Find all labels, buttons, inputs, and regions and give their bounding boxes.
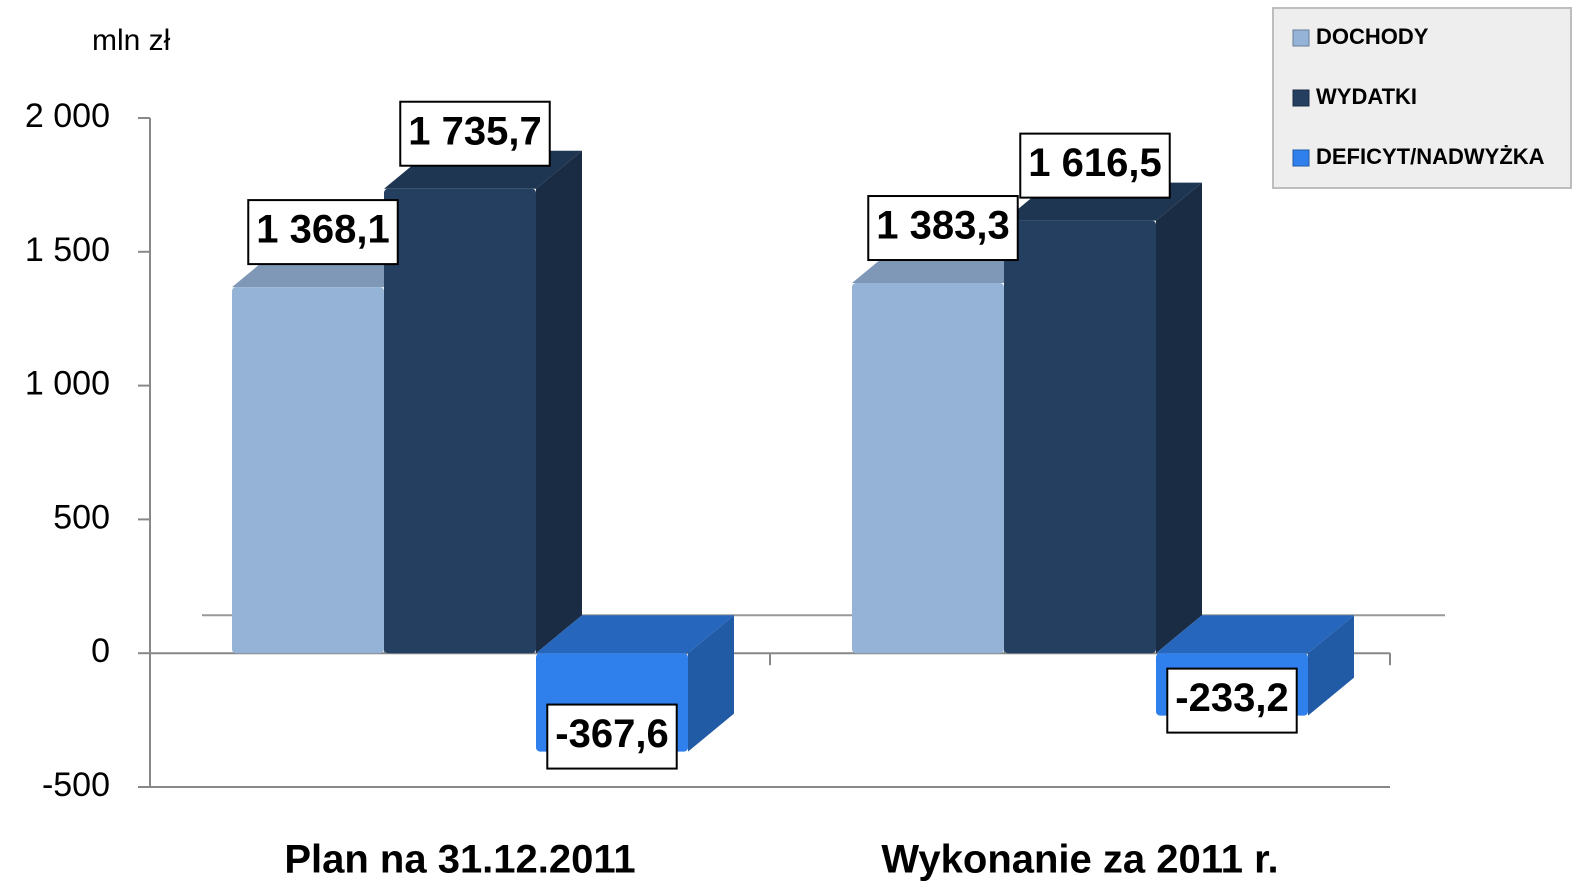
bar-top: [536, 615, 734, 654]
bar-top: [1156, 615, 1354, 654]
bar: [1004, 220, 1156, 654]
legend-swatch: [1292, 29, 1310, 47]
data-label: -233,2: [1175, 676, 1288, 720]
data-label: 1 735,7: [408, 109, 541, 153]
data-label-box: [546, 703, 678, 770]
data-label-box: [1166, 667, 1298, 734]
y-tick-label: 0: [91, 632, 110, 670]
legend-label: DEFICYT/NADWYŻKA: [1316, 144, 1545, 169]
legend-swatch: [1292, 89, 1310, 107]
data-label-box: [867, 195, 1019, 262]
x-tick-label: Wykonanie za 2011 r.: [881, 838, 1278, 882]
bar: [384, 188, 536, 654]
bar: [852, 283, 1004, 654]
x-tick-label: Plan na 31.12.2011: [284, 838, 635, 882]
legend-swatch: [1292, 149, 1310, 167]
data-label: 1 616,5: [1028, 141, 1161, 185]
data-label-box: [1019, 132, 1171, 199]
data-label: -367,6: [555, 712, 668, 756]
legend-label: WYDATKI: [1316, 84, 1417, 109]
bar-side: [1308, 615, 1354, 716]
bar-side: [1156, 182, 1202, 654]
bar-side: [536, 150, 582, 654]
data-label: 1 368,1: [256, 208, 389, 252]
y-tick-label: -500: [42, 766, 110, 804]
data-label-box: [399, 100, 551, 167]
data-label-box: [247, 199, 399, 266]
legend: [1272, 7, 1572, 189]
y-tick-label: 500: [53, 498, 110, 536]
y-tick-label: 2 000: [25, 97, 110, 135]
y-tick-label: 1 000: [25, 365, 110, 403]
y-axis-label: mln zł: [92, 24, 171, 57]
legend-label: DOCHODY: [1316, 24, 1429, 49]
y-tick-label: 1 500: [25, 231, 110, 269]
bar-side: [688, 615, 734, 752]
bar: [232, 287, 384, 654]
data-label: 1 383,3: [876, 204, 1009, 248]
